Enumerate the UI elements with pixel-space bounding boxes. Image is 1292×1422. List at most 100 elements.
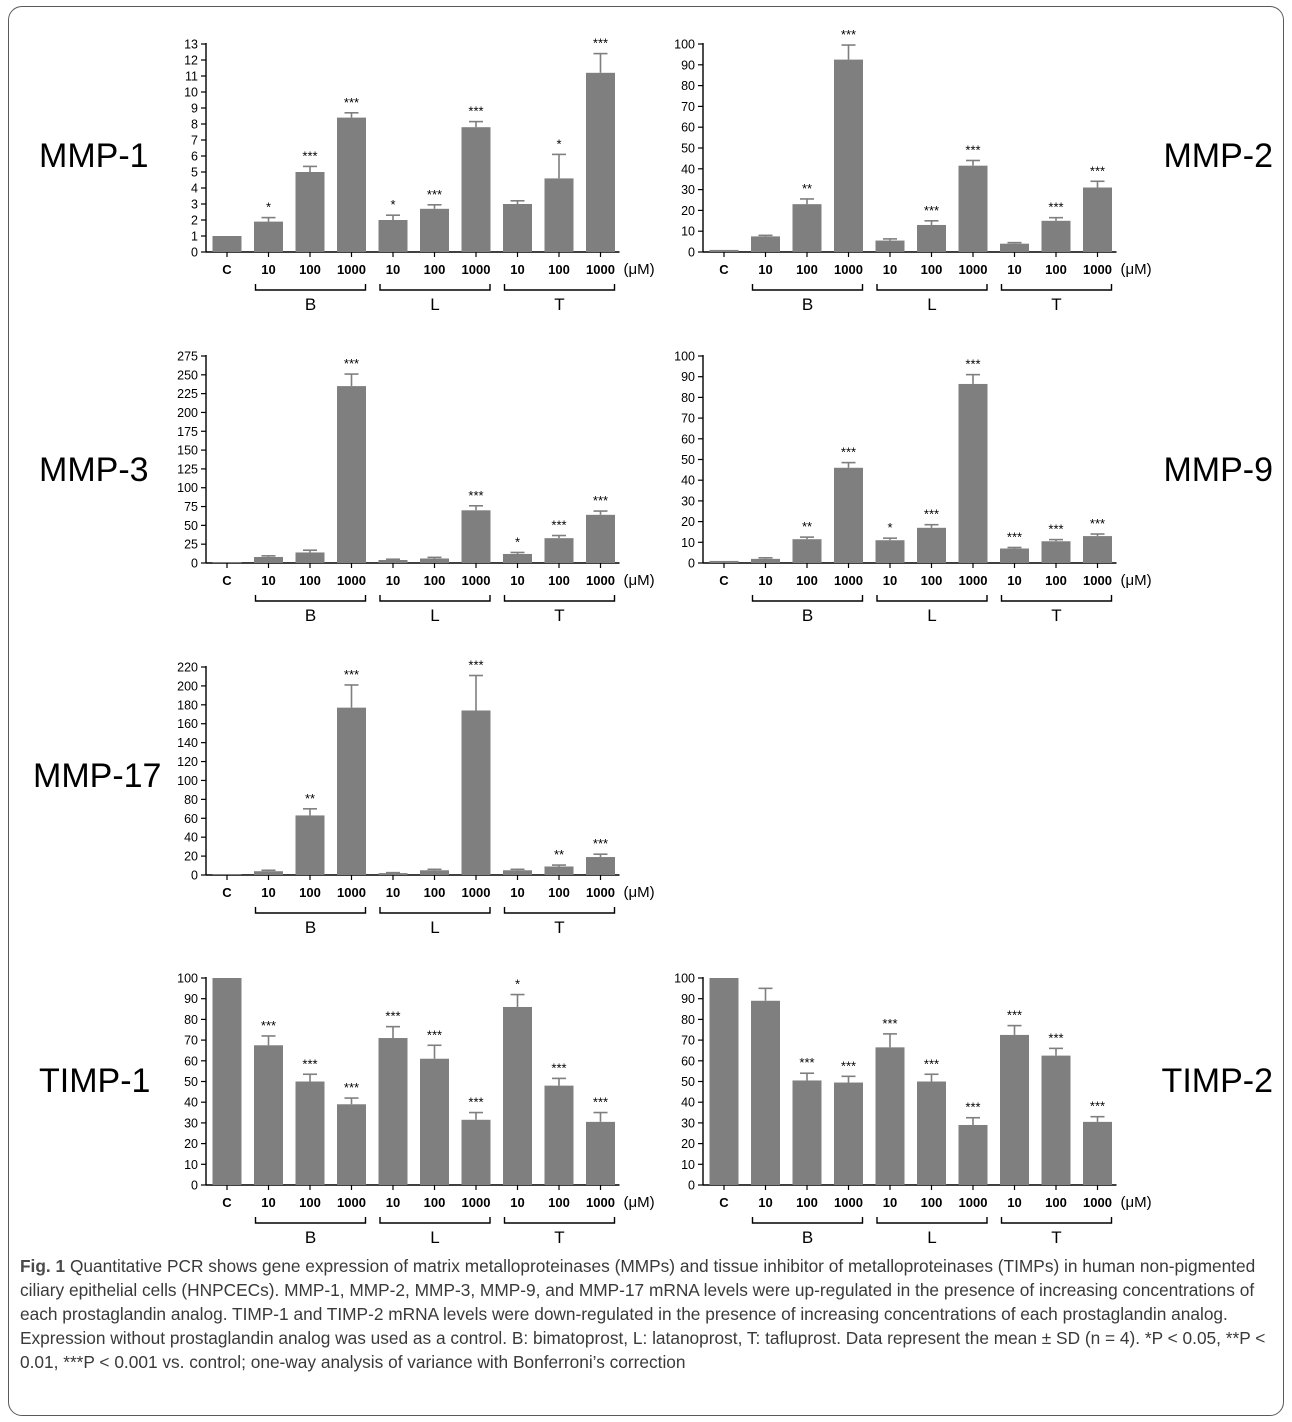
x-tick-label: 100 (1045, 262, 1067, 277)
x-unit-label: (μM) (1121, 1194, 1152, 1211)
significance-marker: ** (802, 181, 812, 196)
y-tick-label: 220 (177, 661, 198, 675)
significance-marker: *** (1048, 1030, 1063, 1045)
x-tick-label: 100 (921, 1195, 943, 1210)
significance-marker: *** (841, 27, 856, 42)
panel-label: MMP-2 (1163, 137, 1273, 175)
group-bracket (254, 907, 367, 914)
bar-mmp-3-7 (503, 553, 532, 563)
bar-mmp-2-7 (1000, 243, 1029, 252)
x-tick-label: 1000 (959, 573, 988, 588)
chart-panel-mmp-9: MMP-9 0 10 20 30 40 50 60 70 80 90 100 C 10 ** 100 *** 10… (674, 350, 1273, 626)
x-tick-label: 10 (261, 885, 275, 900)
y-tick-label: 4 (191, 182, 198, 196)
bar-timp-1-8 (544, 1085, 574, 1185)
group-label: T (554, 918, 564, 937)
x-tick-label: C (222, 1195, 232, 1210)
significance-marker: *** (593, 836, 608, 851)
significance-marker: *** (965, 357, 980, 372)
bar-mmp-3-4 (378, 559, 408, 563)
y-tick-label: 225 (177, 387, 198, 401)
y-tick-label: 75 (184, 500, 198, 514)
y-tick-label: 9 (191, 102, 198, 116)
group-bracket (876, 284, 988, 291)
bar-mmp-2-9 (1083, 187, 1112, 252)
x-tick-label: 10 (510, 885, 524, 900)
group-bracket (254, 595, 367, 602)
y-tick-label: 200 (177, 406, 198, 420)
y-tick-label: 40 (184, 1096, 198, 1110)
x-unit-label: (μM) (624, 884, 655, 901)
x-tick-label: 1000 (337, 885, 366, 900)
x-tick-label: 1000 (462, 573, 491, 588)
significance-marker: *** (924, 507, 939, 522)
x-tick-label: C (719, 262, 729, 277)
group-label: L (430, 918, 439, 937)
significance-marker: * (515, 977, 520, 992)
y-tick-label: 90 (681, 992, 695, 1006)
bar-timp-1-4 (378, 1038, 408, 1185)
bar-mmp-3-2 (295, 552, 325, 563)
y-tick-label: 60 (681, 121, 695, 135)
y-tick-label: 140 (177, 736, 198, 750)
significance-marker: *** (344, 667, 359, 682)
x-tick-label: 1000 (834, 573, 863, 588)
bar-mmp-17-4 (378, 873, 408, 875)
bar-mmp-9-2 (792, 539, 822, 563)
bar-timp-2-9 (1083, 1121, 1112, 1185)
bar-timp-2-0 (709, 978, 739, 1185)
group-bracket (1000, 595, 1113, 602)
group-bracket (751, 284, 864, 291)
panel-label: MMP-1 (39, 137, 149, 175)
y-tick-label: 70 (681, 100, 695, 114)
significance-marker: *** (427, 1027, 442, 1042)
x-tick-label: 10 (1007, 573, 1021, 588)
bar-mmp-17-8 (544, 866, 574, 875)
significance-marker: ** (554, 847, 564, 862)
x-tick-label: 1000 (586, 885, 615, 900)
group-label: T (1051, 606, 1061, 625)
x-unit-label: (μM) (624, 1194, 655, 1211)
y-tick-label: 30 (184, 1116, 198, 1130)
y-tick-label: 3 (191, 198, 198, 212)
y-tick-label: 2 (191, 214, 198, 228)
y-tick-label: 1 (191, 230, 198, 244)
y-tick-label: 200 (177, 679, 198, 693)
panel-label: TIMP-1 (39, 1062, 150, 1100)
y-tick-label: 20 (184, 1137, 198, 1151)
bar-mmp-9-7 (1000, 548, 1029, 563)
x-tick-label: 100 (424, 885, 446, 900)
y-tick-label: 50 (681, 1075, 695, 1089)
y-tick-label: 0 (191, 246, 198, 260)
x-tick-label: 100 (548, 885, 570, 900)
x-tick-label: 100 (1045, 1195, 1067, 1210)
bar-mmp-2-2 (792, 204, 822, 252)
significance-marker: *** (1090, 1099, 1105, 1114)
significance-marker: * (887, 520, 892, 535)
bar-timp-2-2 (792, 1080, 822, 1185)
significance-marker: *** (799, 1055, 814, 1070)
y-tick-label: 7 (191, 134, 198, 148)
x-tick-label: 1000 (462, 1195, 491, 1210)
x-tick-label: 10 (386, 262, 400, 277)
group-bracket (379, 595, 491, 602)
y-tick-label: 70 (681, 412, 695, 426)
significance-marker: *** (593, 493, 608, 508)
bar-mmp-1-2 (295, 172, 325, 252)
x-tick-label: 100 (548, 573, 570, 588)
bar-mmp-1-1 (254, 221, 283, 252)
y-tick-label: 0 (688, 1179, 695, 1193)
x-unit-label: (μM) (624, 572, 655, 589)
bar-mmp-1-6 (461, 127, 491, 252)
caption-text: Quantitative PCR shows gene expression o… (20, 1256, 1266, 1372)
panel-label: MMP-17 (33, 757, 161, 795)
significance-marker: *** (965, 142, 980, 157)
x-tick-label: 100 (921, 262, 943, 277)
significance-marker: *** (468, 1095, 483, 1110)
group-label: L (430, 295, 439, 314)
bar-mmp-2-4 (875, 240, 905, 252)
bar-mmp-9-5 (917, 527, 946, 563)
x-tick-label: 100 (548, 1195, 570, 1210)
x-tick-label: 1000 (959, 262, 988, 277)
x-tick-label: 1000 (586, 262, 615, 277)
